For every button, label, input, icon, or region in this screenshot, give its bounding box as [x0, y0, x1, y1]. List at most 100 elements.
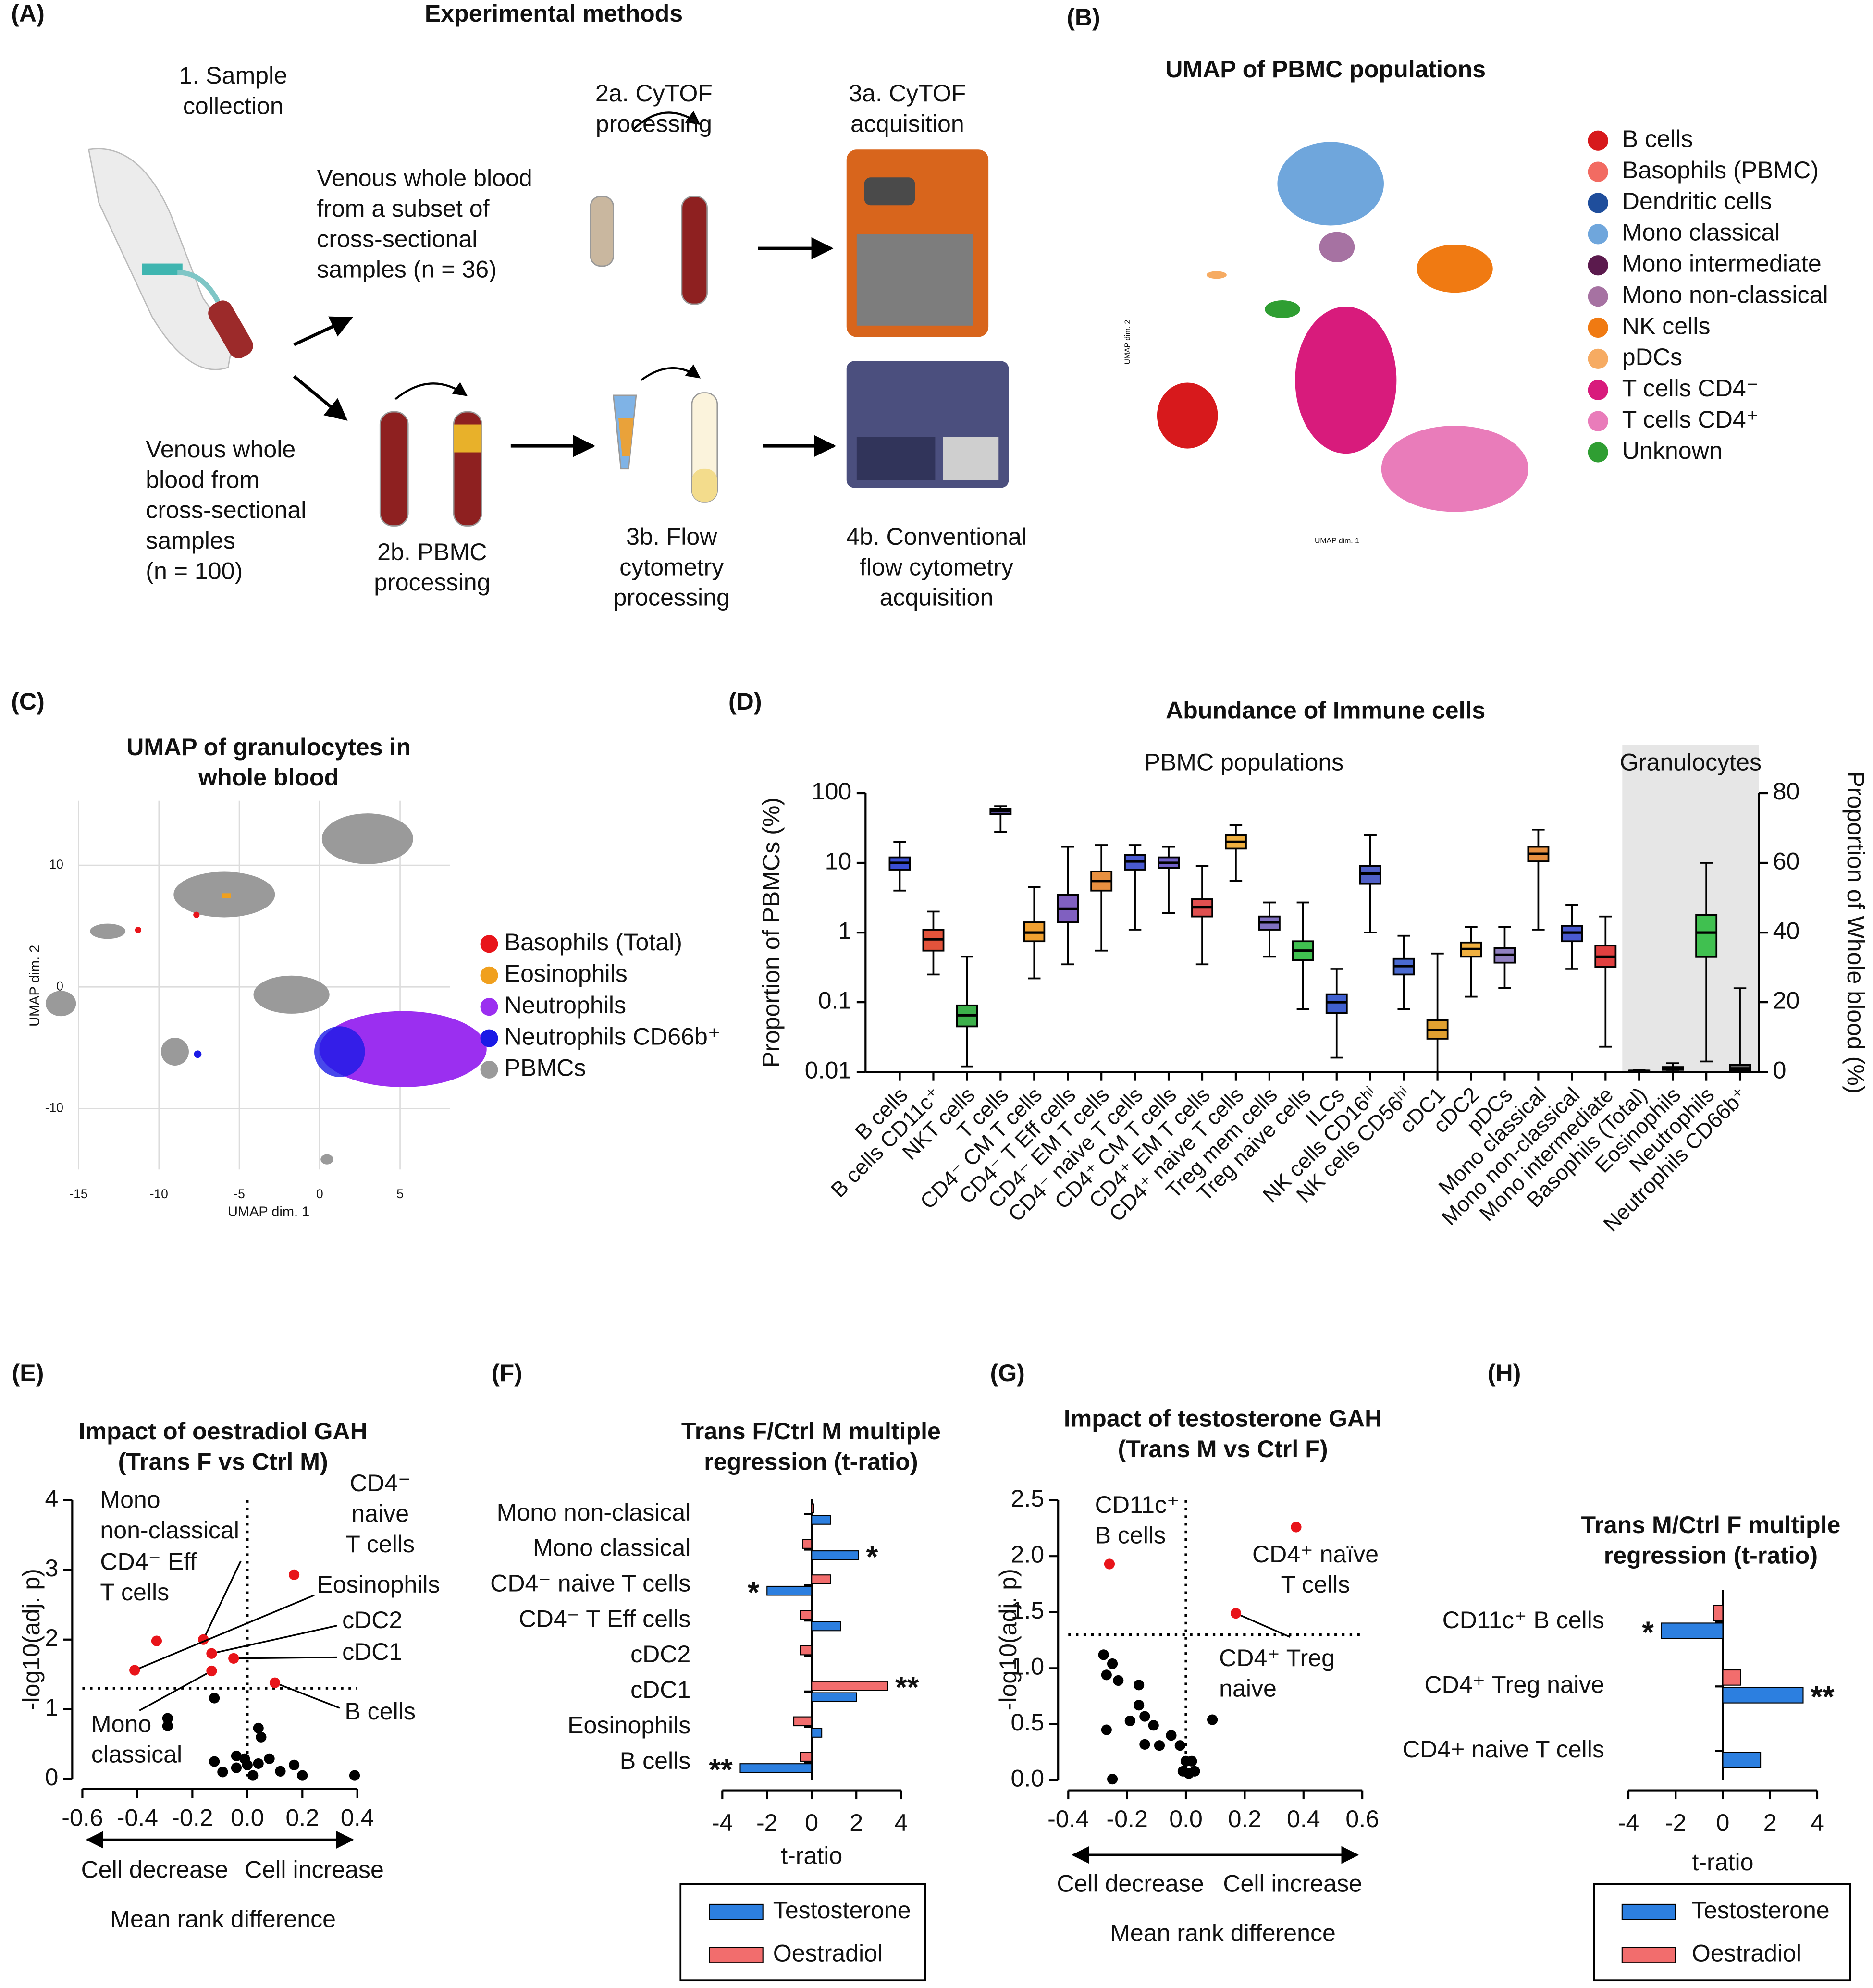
legend-marker [480, 1029, 498, 1047]
legend-marker [1588, 161, 1608, 182]
data-point [289, 1759, 300, 1770]
x-tick-label: 4 [1811, 1809, 1824, 1836]
bar [811, 1574, 831, 1584]
point-annotation: Eosinophils [317, 1571, 440, 1598]
data-point [1134, 1680, 1145, 1691]
legend-box [679, 1883, 926, 1982]
category-label: Mono non-clasical [497, 1499, 691, 1526]
significance-label: * [1642, 1616, 1654, 1649]
cluster [314, 1026, 365, 1077]
bar [811, 1681, 888, 1691]
y-tick-label: 2 [45, 1624, 58, 1651]
y2-tick-label: 0 [1773, 1056, 1787, 1083]
y2-tick-label: 40 [1773, 917, 1800, 944]
y-tick-label: 1 [838, 917, 851, 944]
y-axis-label: UMAP dim. 2 [1123, 320, 1132, 365]
x-tick-label: -4 [712, 1809, 733, 1836]
data-point [1134, 1700, 1145, 1711]
cluster [45, 991, 76, 1017]
chart-title: regression (t-ratio) [704, 1448, 918, 1475]
cluster [253, 975, 330, 1014]
x-tick-label: 0.4 [341, 1804, 374, 1831]
point-annotation: Mono [91, 1710, 151, 1737]
method-step-text: 3a. CyTOF [849, 80, 966, 107]
y-tick-label: 2.5 [1011, 1485, 1045, 1512]
y-tick-label: 1.0 [1011, 1653, 1045, 1680]
y2-tick-label: 80 [1773, 778, 1800, 805]
x-tick-label: 5 [396, 1187, 404, 1201]
chart-title: Impact of oestradiol GAH [79, 1418, 368, 1445]
cluster [90, 923, 126, 939]
x-tick-label: 0.2 [1228, 1805, 1262, 1832]
legend-label: Testosterone [1692, 1897, 1830, 1924]
arrow-label: Cell decrease [1057, 1870, 1204, 1897]
data-point [297, 1770, 308, 1781]
annotation-line [139, 1670, 212, 1711]
x-axis-label: UMAP dim. 1 [228, 1204, 309, 1220]
data-point [228, 1653, 239, 1664]
arrow [293, 375, 348, 421]
cluster [1265, 300, 1300, 318]
data-point [206, 1665, 217, 1677]
data-point [1139, 1739, 1150, 1750]
method-step-text: processing [374, 569, 490, 596]
data-point [209, 1756, 220, 1767]
point-annotation: CD4⁻ Eff [100, 1548, 197, 1575]
bar [1722, 1687, 1804, 1704]
significance-label: ** [1811, 1680, 1835, 1714]
legend-marker [1588, 193, 1608, 213]
data-point [1124, 1715, 1135, 1726]
method-step-text: 3b. Flow [626, 523, 717, 550]
chart-title: (Trans M vs Ctrl F) [1118, 1436, 1328, 1462]
data-point [231, 1750, 242, 1762]
bar [766, 1585, 813, 1596]
data-point [151, 1635, 162, 1646]
method-step-text: processing [614, 584, 730, 611]
x-tick-label: -10 [150, 1187, 168, 1201]
legend-label: T cells CD4⁺ [1622, 406, 1759, 433]
y-tick-label: 4 [45, 1485, 58, 1512]
data-point [1107, 1774, 1118, 1785]
bar [811, 1550, 859, 1560]
x-tick-label: 0 [1716, 1809, 1730, 1836]
category-label: B cells [620, 1747, 691, 1774]
legend-label: Eosinophils [505, 960, 628, 987]
method-step-text: samples [146, 527, 235, 554]
point-annotation: CD4⁺ naïve [1252, 1541, 1379, 1568]
data-point [231, 1762, 242, 1773]
cluster [1277, 142, 1384, 226]
cytof-machine-part [856, 234, 973, 326]
x-tick-label: -0.6 [62, 1804, 103, 1831]
data-point [1154, 1740, 1165, 1751]
cluster [1295, 307, 1397, 454]
method-step-text: cytometry [619, 553, 724, 580]
bar [1661, 1622, 1724, 1639]
data-point [162, 1720, 173, 1731]
category-label: cDC1 [630, 1676, 690, 1703]
x-tick-label: 0 [805, 1809, 818, 1836]
box [1359, 865, 1381, 885]
cluster [1381, 426, 1528, 512]
x-tick-label: -0.2 [1106, 1805, 1147, 1832]
data-point [253, 1722, 264, 1734]
umap-title: UMAP of granulocytes in [126, 734, 411, 761]
method-step-text: cross-sectional [317, 225, 477, 252]
stained-tube-part [618, 418, 634, 456]
significance-label: * [866, 1540, 878, 1574]
legend-swatch [709, 1947, 764, 1963]
category-label: CD4⁺ Treg naive [1424, 1671, 1604, 1698]
x-tick-label: -0.4 [117, 1804, 158, 1831]
point-annotation: B cells [1095, 1522, 1166, 1548]
legend-label: Dendritic cells [1622, 188, 1772, 215]
bar [1722, 1669, 1741, 1686]
x-axis-label: Mean rank difference [1110, 1919, 1336, 1946]
data-point [162, 1713, 173, 1724]
legend-label: B cells [1622, 125, 1693, 152]
data-point [1148, 1720, 1159, 1731]
method-step-text: acquisition [850, 110, 964, 137]
blood-tube-icon [681, 196, 708, 305]
x-tick-label: -0.4 [1047, 1805, 1089, 1832]
arrow-label: Cell increase [1223, 1870, 1362, 1897]
